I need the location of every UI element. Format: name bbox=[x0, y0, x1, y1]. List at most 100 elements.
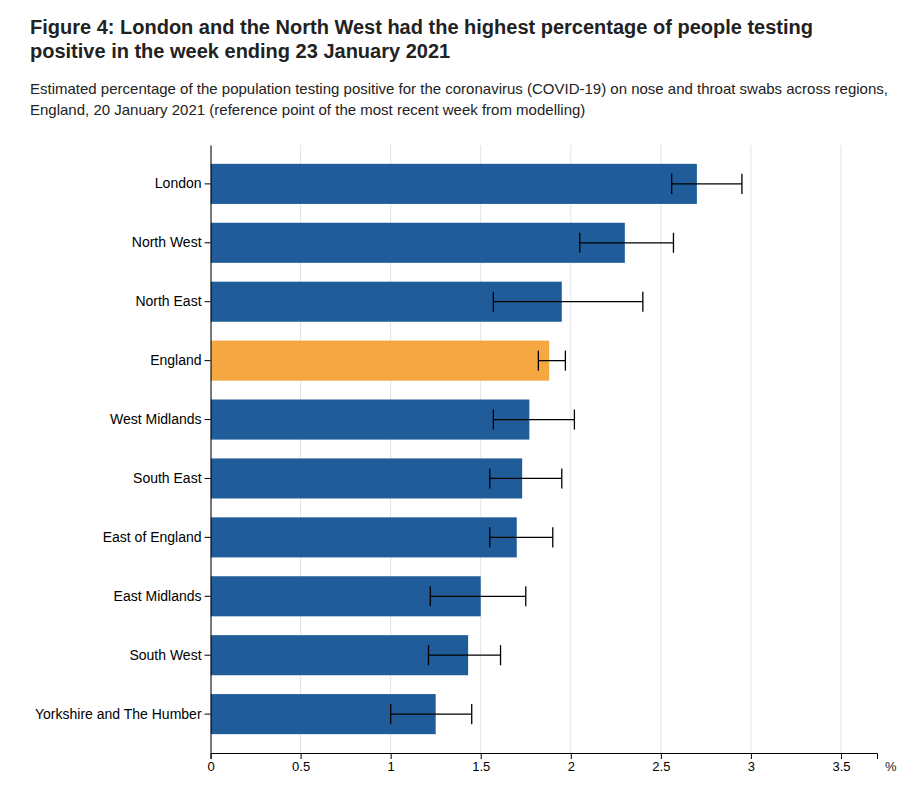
x-tick: 0 bbox=[207, 753, 214, 774]
error-bar-cap bbox=[673, 233, 674, 253]
y-tick-label: West Midlands bbox=[110, 411, 202, 427]
grid-line bbox=[750, 145, 751, 753]
error-bar-cap bbox=[471, 704, 472, 724]
bar bbox=[211, 341, 550, 381]
x-tick: 3.5 bbox=[832, 753, 850, 774]
error-bar-cap bbox=[561, 468, 562, 488]
y-tick: East Midlands bbox=[114, 588, 211, 604]
error-bar-line bbox=[672, 183, 742, 184]
y-tick: South East bbox=[133, 470, 211, 486]
error-bar-line bbox=[391, 713, 472, 714]
title: Figure 4: London and the North West had … bbox=[30, 16, 819, 62]
error-bar-line bbox=[490, 537, 553, 538]
error-bar-line bbox=[538, 360, 565, 361]
y-tick-mark bbox=[205, 360, 211, 361]
y-tick-label: East of England bbox=[103, 529, 202, 545]
bar bbox=[211, 517, 517, 557]
y-tick-label: South East bbox=[133, 470, 202, 486]
bar bbox=[211, 458, 523, 498]
error-bar-line bbox=[580, 242, 674, 243]
x-tick: 1 bbox=[388, 753, 395, 774]
y-tick-label: London bbox=[155, 175, 202, 191]
subtitle-line: Estimated percentage of the population t… bbox=[30, 80, 892, 97]
x-tick-mark bbox=[301, 753, 302, 759]
y-axis: Yorkshire and The Humber South West East M… bbox=[35, 146, 211, 754]
error-bar bbox=[672, 174, 742, 194]
error-bar-cap bbox=[525, 586, 526, 606]
x-tick-label: 3.5 bbox=[832, 759, 850, 774]
x-tick-mark bbox=[841, 753, 842, 759]
y-tick: North West bbox=[132, 234, 211, 250]
error-bar-cap bbox=[493, 292, 494, 312]
y-tick-mark bbox=[205, 655, 211, 656]
x-tick: 1.5 bbox=[472, 753, 490, 774]
y-tick: East of England bbox=[103, 529, 211, 545]
x-tick-label: 2 bbox=[568, 759, 575, 774]
y-tick-mark bbox=[205, 183, 211, 184]
subtitle-line: England, 20 January 2021 (reference poin… bbox=[30, 101, 585, 118]
bar bbox=[211, 400, 530, 440]
y-tick-label: Yorkshire and The Humber bbox=[35, 706, 202, 722]
error-bar-cap bbox=[390, 704, 391, 724]
x-tick-mark bbox=[481, 753, 482, 759]
error-bar-cap bbox=[538, 351, 539, 371]
y-tick: London bbox=[155, 175, 211, 191]
error-bar-cap bbox=[552, 527, 553, 547]
y-tick-mark bbox=[205, 478, 211, 479]
error-bar bbox=[430, 586, 525, 606]
error-bar-cap bbox=[493, 410, 494, 430]
x-tick-mark bbox=[751, 753, 752, 759]
error-bar-cap bbox=[579, 233, 580, 253]
x-tick-mark bbox=[391, 753, 392, 759]
x-tick: 2 bbox=[568, 753, 575, 774]
x-axis: 0 0.5 1 1.5 2 2.5 3 3.5 bbox=[207, 753, 877, 774]
y-tick-label: East Midlands bbox=[114, 588, 202, 604]
error-bar-cap bbox=[489, 527, 490, 547]
x-tick-label: 0.5 bbox=[292, 759, 310, 774]
y-tick: England bbox=[150, 352, 210, 368]
y-tick: North East bbox=[135, 293, 210, 309]
error-bar-cap bbox=[642, 292, 643, 312]
x-axis-line bbox=[211, 754, 877, 760]
error-bar-cap bbox=[500, 645, 501, 665]
error-bar-cap bbox=[489, 468, 490, 488]
title-line: Figure 4: London and the North West had … bbox=[30, 16, 819, 38]
x-tick-label: 1.5 bbox=[472, 759, 490, 774]
y-tick-mark bbox=[205, 537, 211, 538]
error-bar-cap bbox=[671, 174, 672, 194]
error-bar bbox=[580, 233, 674, 253]
x-tick-label: 3 bbox=[748, 759, 755, 774]
x-tick-mark bbox=[661, 753, 662, 759]
x-tick: 2.5 bbox=[652, 753, 670, 774]
marks bbox=[211, 164, 742, 734]
error-bar-line bbox=[493, 301, 643, 302]
error-bar-cap bbox=[741, 174, 742, 194]
y-tick-mark bbox=[205, 419, 211, 420]
error-bar-cap bbox=[574, 410, 575, 430]
y-tick-mark bbox=[205, 714, 211, 715]
y-tick-label: South West bbox=[129, 647, 201, 663]
error-bar bbox=[490, 527, 553, 547]
y-tick-mark bbox=[205, 596, 211, 597]
error-bar bbox=[538, 351, 565, 371]
y-axis-line bbox=[211, 146, 212, 754]
y-tick-label: England bbox=[150, 352, 201, 368]
x-axis-title: % bbox=[885, 759, 897, 774]
grid-line bbox=[840, 145, 841, 753]
error-bar-cap bbox=[430, 586, 431, 606]
y-tick-label: North East bbox=[135, 293, 201, 309]
bar bbox=[211, 223, 625, 263]
y-tick: Yorkshire and The Humber bbox=[35, 706, 211, 722]
x-tick-mark bbox=[571, 753, 572, 759]
error-bar-line bbox=[493, 419, 574, 420]
error-bar-cap bbox=[428, 645, 429, 665]
x-tick-mark bbox=[211, 753, 212, 759]
grid bbox=[211, 145, 841, 753]
grid-line bbox=[660, 145, 661, 753]
x-tick-label: 1 bbox=[388, 759, 395, 774]
error-bar-line bbox=[430, 596, 525, 597]
x-tick: 0.5 bbox=[292, 753, 310, 774]
error-bar bbox=[493, 292, 643, 312]
error-bar-cap bbox=[565, 351, 566, 371]
error-bar bbox=[391, 704, 472, 724]
